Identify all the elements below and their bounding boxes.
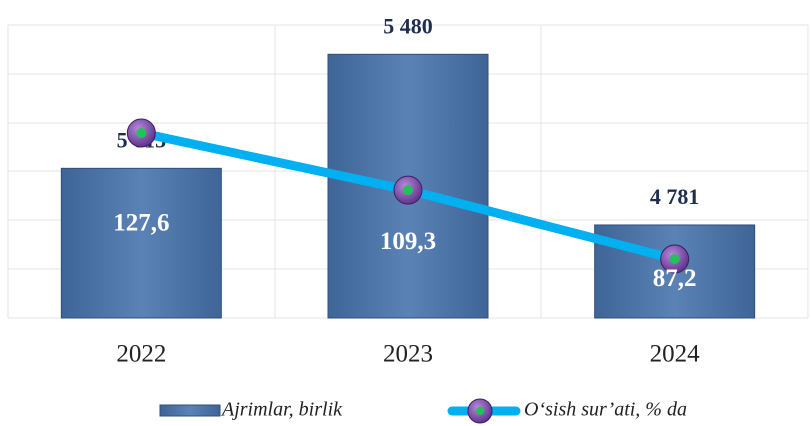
legend-marker-center (476, 407, 484, 415)
line-value-label: 109,3 (380, 228, 436, 255)
line-marker-center (669, 254, 680, 265)
legend-label: Ajrimlar, birlik (220, 399, 343, 421)
bar (60, 167, 222, 319)
legend-swatch (159, 404, 221, 417)
bar-value-label: 5 480 (383, 13, 433, 38)
x-tick-label: 2024 (650, 341, 701, 368)
line-value-label: 127,6 (113, 210, 169, 237)
line-marker-center (403, 185, 413, 196)
legend-item: O‘sish sur’ati, % da (447, 398, 687, 424)
x-tick-label: 2022 (116, 341, 166, 368)
line-value-label: 87,2 (653, 265, 697, 292)
legend-item: Ajrimlar, birlik (159, 399, 343, 421)
x-tick-label: 2023 (383, 341, 433, 368)
bar-value-label: 4 781 (650, 184, 700, 209)
legend-label: O‘sish sur’ati, % da (524, 399, 687, 421)
line-marker-center (136, 127, 147, 138)
